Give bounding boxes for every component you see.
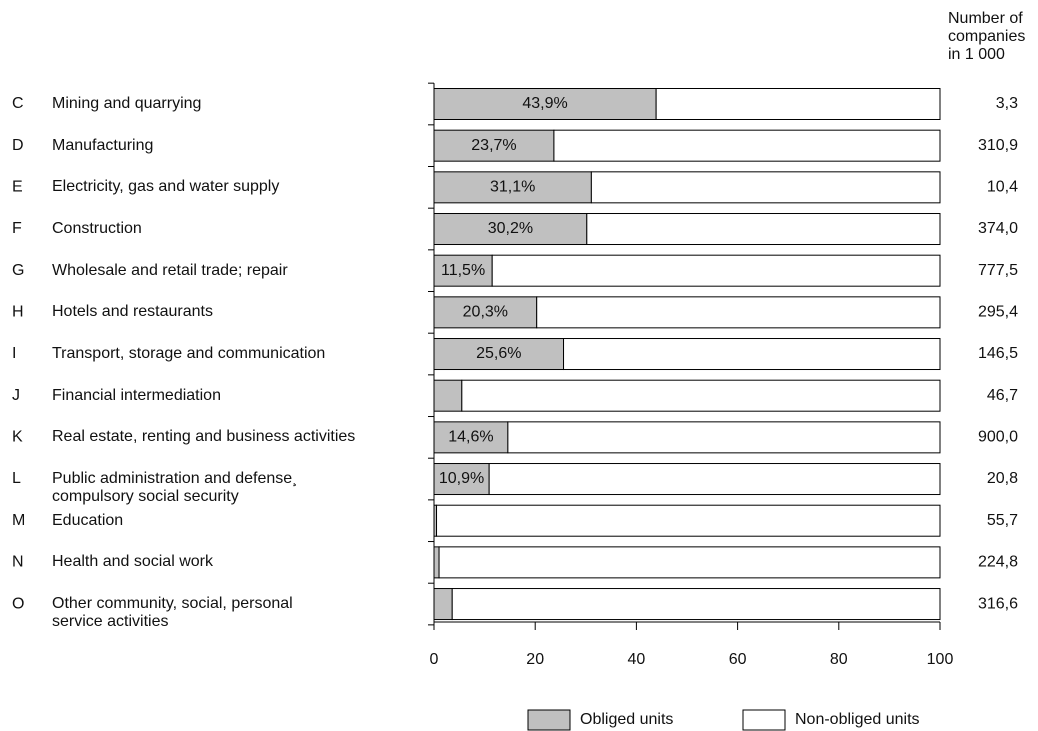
category-code: G [12,262,24,279]
bar-segment [433,88,657,120]
value-label: 31,1% [490,179,535,196]
companies-value: 224,8 [978,554,1018,571]
value-label: 25,6% [476,345,521,362]
companies-value: 900,0 [978,429,1018,446]
category-code: K [12,429,23,446]
bar-segment [553,129,941,162]
category-code: F [12,220,22,237]
bar-segment [433,588,453,621]
category-code: J [12,387,20,404]
bar-segment [590,171,941,204]
category-label: Education [52,511,124,529]
value-label: 14,6% [448,429,493,446]
companies-title: Number of companies in 1 000 [948,10,1026,63]
category-code: D [12,137,24,154]
bar-segment [438,546,941,579]
bar-segment [491,254,941,287]
companies-value: 310,9 [978,137,1018,154]
companies-value: 46,7 [987,387,1018,404]
bar-segment [461,379,941,412]
bar-segment [563,338,941,371]
x-tick-label: 60 [729,651,747,668]
companies-value: 295,4 [978,304,1018,321]
bar-segment [433,379,463,412]
companies-value: 374,0 [978,220,1018,237]
category-label: Manufacturing [52,136,154,154]
category-code: I [12,345,16,362]
companies-value: 316,6 [978,595,1018,612]
legend-swatch [527,709,571,731]
category-label: Public administration and defense¸ compu… [52,470,298,506]
bar-segment [451,588,941,621]
bar-segment [433,254,493,287]
bar-segment [433,546,440,579]
category-label: Mining and quarrying [52,95,202,112]
companies-value: 146,5 [978,345,1018,362]
category-code: O [12,595,24,612]
bar-segment [507,421,941,454]
bar-segment [433,129,555,162]
bar-segment [433,421,509,454]
category-label: Hotels and restaurants [52,303,213,321]
x-tick-label: 100 [927,651,954,668]
bar-segment [433,171,592,204]
category-label: Construction [52,220,142,237]
x-tick-label: 0 [430,651,439,668]
companies-value: 3,3 [996,95,1018,112]
value-label: 43,9% [522,95,567,112]
companies-value: 777,5 [978,262,1018,279]
x-tick-label: 80 [830,651,848,668]
bar-segment [433,338,565,371]
legend-swatch [742,709,786,731]
companies-value: 55,7 [987,512,1018,529]
category-code: L [12,470,21,487]
value-label: 30,2% [488,220,533,237]
category-label: Transport, storage and communication [52,345,326,363]
category-label: Real estate, renting and business activi… [52,428,356,446]
bar-segment [436,504,941,537]
category-label: Other community, social, personal servic… [52,595,293,631]
bar-segment [488,463,941,496]
category-code: C [12,95,24,112]
companies-value: 10,4 [987,179,1018,196]
category-code: M [12,512,25,529]
category-label: Financial intermediation [52,386,221,404]
value-label: 20,3% [463,304,508,321]
legend-label: Non-obliged units [795,711,920,728]
bar-segment [433,213,588,246]
value-label: 11,5% [441,262,485,279]
category-code: H [12,304,24,321]
category-label: Electricity, gas and water supply [52,178,280,196]
bar-segment [433,296,538,329]
value-label: 10,9% [439,470,484,487]
x-tick-label: 40 [628,651,646,668]
category-label: Wholesale and retail trade; repair [52,261,288,279]
x-tick-label: 20 [526,651,544,668]
bar-segment [536,296,941,329]
bar-segment [586,213,941,246]
legend-label: Obliged units [580,711,673,728]
companies-value: 20,8 [987,470,1018,487]
value-label: 23,7% [471,137,516,154]
category-code: N [12,554,24,571]
category-code: E [12,179,23,196]
bar-segment [655,88,941,120]
category-label: Health and social work [52,553,213,571]
